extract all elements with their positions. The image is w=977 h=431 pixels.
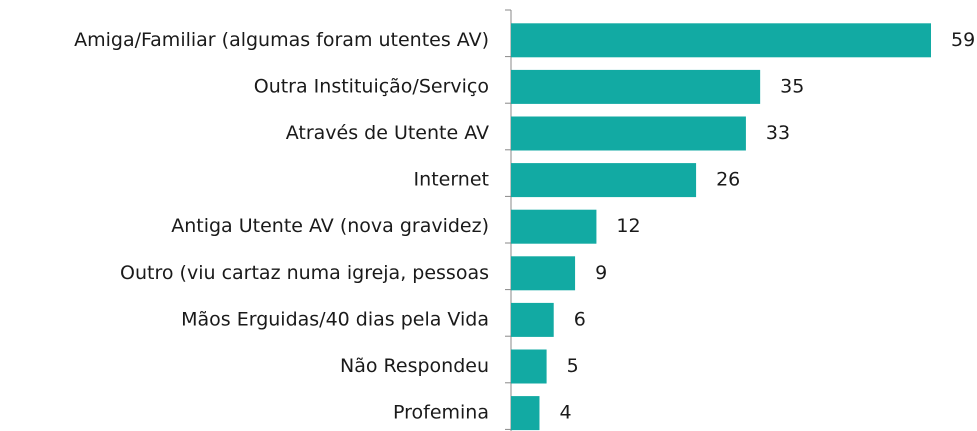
bar: [511, 256, 576, 291]
bar: [511, 302, 554, 337]
bar: [511, 163, 697, 198]
value-label: 12: [616, 215, 640, 237]
value-label: 59: [951, 29, 975, 51]
bar: [511, 396, 540, 431]
value-label: 35: [780, 75, 804, 97]
value-label: 6: [574, 308, 586, 330]
value-label: 26: [716, 169, 740, 191]
value-label: 9: [595, 262, 607, 284]
category-label: Não Respondeu: [340, 355, 489, 377]
bar: [511, 209, 597, 244]
category-label: Antiga Utente AV (nova gravidez): [171, 215, 489, 237]
value-label: 4: [559, 402, 571, 424]
category-label: Outro (viu cartaz numa igreja, pessoas: [120, 262, 489, 284]
bar: [511, 116, 746, 151]
category-label: Outra Instituição/Serviço: [254, 75, 489, 97]
category-label: Amiga/Familiar (algumas foram utentes AV…: [74, 29, 489, 51]
category-label: Profemina: [393, 402, 489, 424]
bar: [511, 349, 547, 384]
category-label: Mãos Erguidas/40 dias pela Vida: [181, 308, 489, 330]
category-label: Internet: [414, 169, 489, 191]
category-label: Através de Utente AV: [286, 122, 489, 144]
bar: [511, 69, 761, 104]
value-label: 33: [766, 122, 790, 144]
bar: [511, 23, 931, 58]
value-label: 5: [567, 355, 579, 377]
